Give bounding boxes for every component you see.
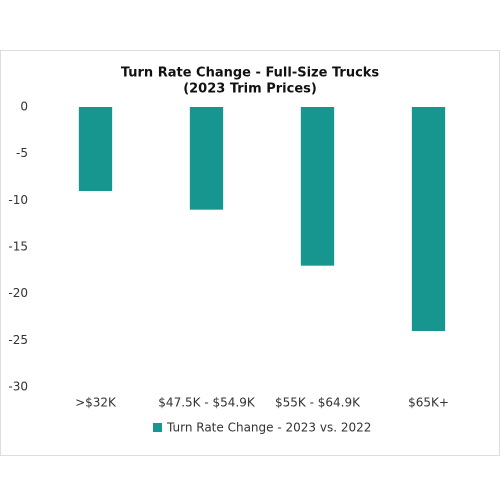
- y-tick-label: -20: [8, 286, 28, 300]
- legend-label: Turn Rate Change - 2023 vs. 2022: [166, 421, 371, 435]
- bar: [411, 107, 446, 331]
- chart-title: (2023 Trim Prices): [183, 82, 317, 97]
- y-tick-label: -5: [16, 146, 28, 160]
- y-tick-label: -10: [8, 193, 28, 207]
- bar: [300, 107, 335, 266]
- legend-swatch: [153, 423, 162, 432]
- x-tick-label: $65K+: [408, 396, 449, 410]
- y-tick-label: -30: [8, 380, 28, 394]
- bar: [78, 107, 113, 191]
- chart-title: Turn Rate Change - Full-Size Trucks: [121, 66, 380, 81]
- y-tick-label: 0: [20, 100, 28, 114]
- x-tick-label: $47.5K - $54.9K: [158, 396, 256, 410]
- y-tick-label: -15: [8, 240, 28, 254]
- bar: [189, 107, 224, 210]
- x-tick-label: $55K - $64.9K: [275, 396, 361, 410]
- x-tick-label: >$32K: [75, 396, 117, 410]
- y-tick-label: -25: [8, 333, 28, 347]
